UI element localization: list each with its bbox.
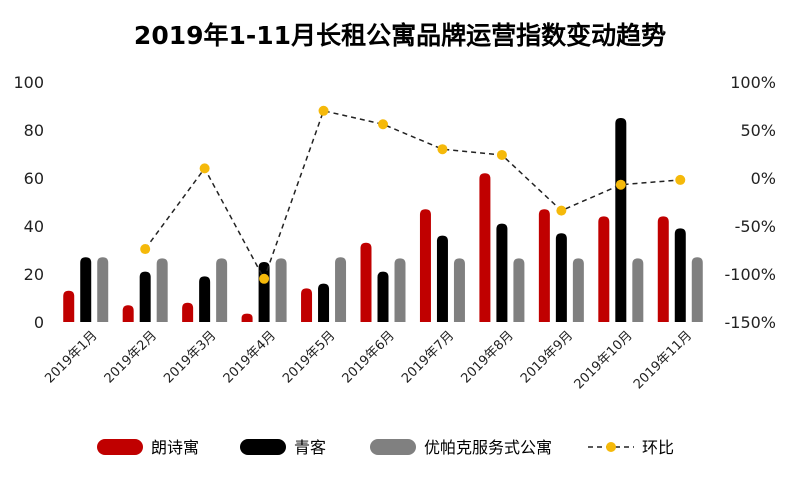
x-tick-label: 2019年10月 <box>572 328 636 392</box>
bar-1-1 <box>139 271 151 322</box>
left-tick-label: 40 <box>24 217 44 236</box>
bar-0-10 <box>657 216 669 322</box>
x-tick-label: 2019年4月 <box>221 328 279 386</box>
right-axis: -150% -100% -50% 0% 50% 100% <box>724 73 776 332</box>
x-tick-label: 2019年7月 <box>399 328 457 386</box>
right-tick-label: 50% <box>740 121 776 140</box>
bar-1-0 <box>80 257 92 322</box>
right-tick-label: -50% <box>735 217 776 236</box>
bar-2-7 <box>513 258 525 322</box>
x-tick-label: 2019年6月 <box>340 328 398 386</box>
legend-label-3: 环比 <box>642 438 674 457</box>
x-tick-label: 2019年9月 <box>518 328 576 386</box>
bar-2-0 <box>97 257 109 322</box>
bar-1-5 <box>377 271 389 322</box>
legend-label-2: 优帕克服务式公寓 <box>424 438 552 457</box>
bar-0-3 <box>241 313 253 322</box>
bar-0-8 <box>538 209 550 322</box>
bar-0-0 <box>63 290 75 322</box>
legend-swatch-2 <box>370 439 416 455</box>
line-path <box>144 109 681 281</box>
bar-2-6 <box>453 258 465 322</box>
bar-1-2 <box>199 276 211 322</box>
bar-2-3 <box>275 258 287 322</box>
line-point-3 <box>318 105 329 116</box>
left-tick-label: 20 <box>24 265 44 284</box>
bar-1-4 <box>318 283 330 322</box>
line-point-1 <box>199 163 210 174</box>
legend-label-0: 朗诗寓 <box>151 438 199 457</box>
right-tick-label: 0% <box>751 169 776 188</box>
bar-0-2 <box>182 302 194 322</box>
left-tick-label: 0 <box>34 313 44 332</box>
legend-swatch-0 <box>97 439 143 455</box>
line-point-7 <box>556 205 567 216</box>
left-tick-label: 80 <box>24 121 44 140</box>
x-axis-labels: 2019年1月 2019年2月 2019年3月 2019年4月 2019年5月 2019年… <box>42 328 695 392</box>
bar-0-7 <box>479 173 491 322</box>
bar-1-7 <box>496 223 508 322</box>
bar-2-4 <box>335 257 347 322</box>
x-tick-label: 2019年5月 <box>280 328 338 386</box>
line-series <box>140 105 686 284</box>
bars <box>63 118 703 322</box>
right-tick-label: 100% <box>730 73 776 92</box>
bar-0-1 <box>122 305 134 322</box>
bar-2-5 <box>394 258 406 322</box>
x-tick-label: 2019年3月 <box>161 328 219 386</box>
bar-2-8 <box>572 258 584 322</box>
line-point-8 <box>615 179 626 190</box>
bar-2-2 <box>216 258 228 322</box>
legend-swatch-1 <box>240 439 286 455</box>
x-tick-label: 2019年8月 <box>459 328 517 386</box>
left-tick-label: 100 <box>13 73 44 92</box>
legend: 朗诗寓 青客 优帕克服务式公寓 环比 <box>97 438 674 457</box>
line-point-6 <box>496 149 507 160</box>
legend-label-1: 青客 <box>294 438 326 457</box>
line-point-9 <box>675 174 686 185</box>
x-tick-label: 2019年2月 <box>102 328 160 386</box>
bar-1-10 <box>674 228 686 322</box>
right-tick-label: -150% <box>724 313 776 332</box>
bar-0-6 <box>419 209 431 322</box>
left-axis: 0 20 40 60 80 100 <box>13 73 44 332</box>
bar-0-5 <box>360 242 372 322</box>
x-tick-label: 2019年1月 <box>42 328 100 386</box>
bar-1-9 <box>615 118 627 322</box>
bar-1-6 <box>436 235 448 322</box>
line-point-4 <box>378 119 388 130</box>
line-point-2 <box>259 273 270 284</box>
left-tick-label: 60 <box>24 169 44 188</box>
x-tick-label: 2019年11月 <box>631 328 695 392</box>
chart-title: 2019年1-11月长租公寓品牌运营指数变动趋势 <box>134 21 666 50</box>
bar-0-4 <box>301 288 313 322</box>
right-tick-label: -100% <box>724 265 776 284</box>
legend-marker-3 <box>606 442 616 452</box>
bar-2-1 <box>156 258 168 322</box>
bar-2-9 <box>632 258 644 322</box>
bar-1-8 <box>555 233 567 322</box>
line-point-5 <box>437 144 448 155</box>
line-point-0 <box>140 244 151 255</box>
bar-2-10 <box>691 257 703 322</box>
bar-0-9 <box>598 216 610 322</box>
